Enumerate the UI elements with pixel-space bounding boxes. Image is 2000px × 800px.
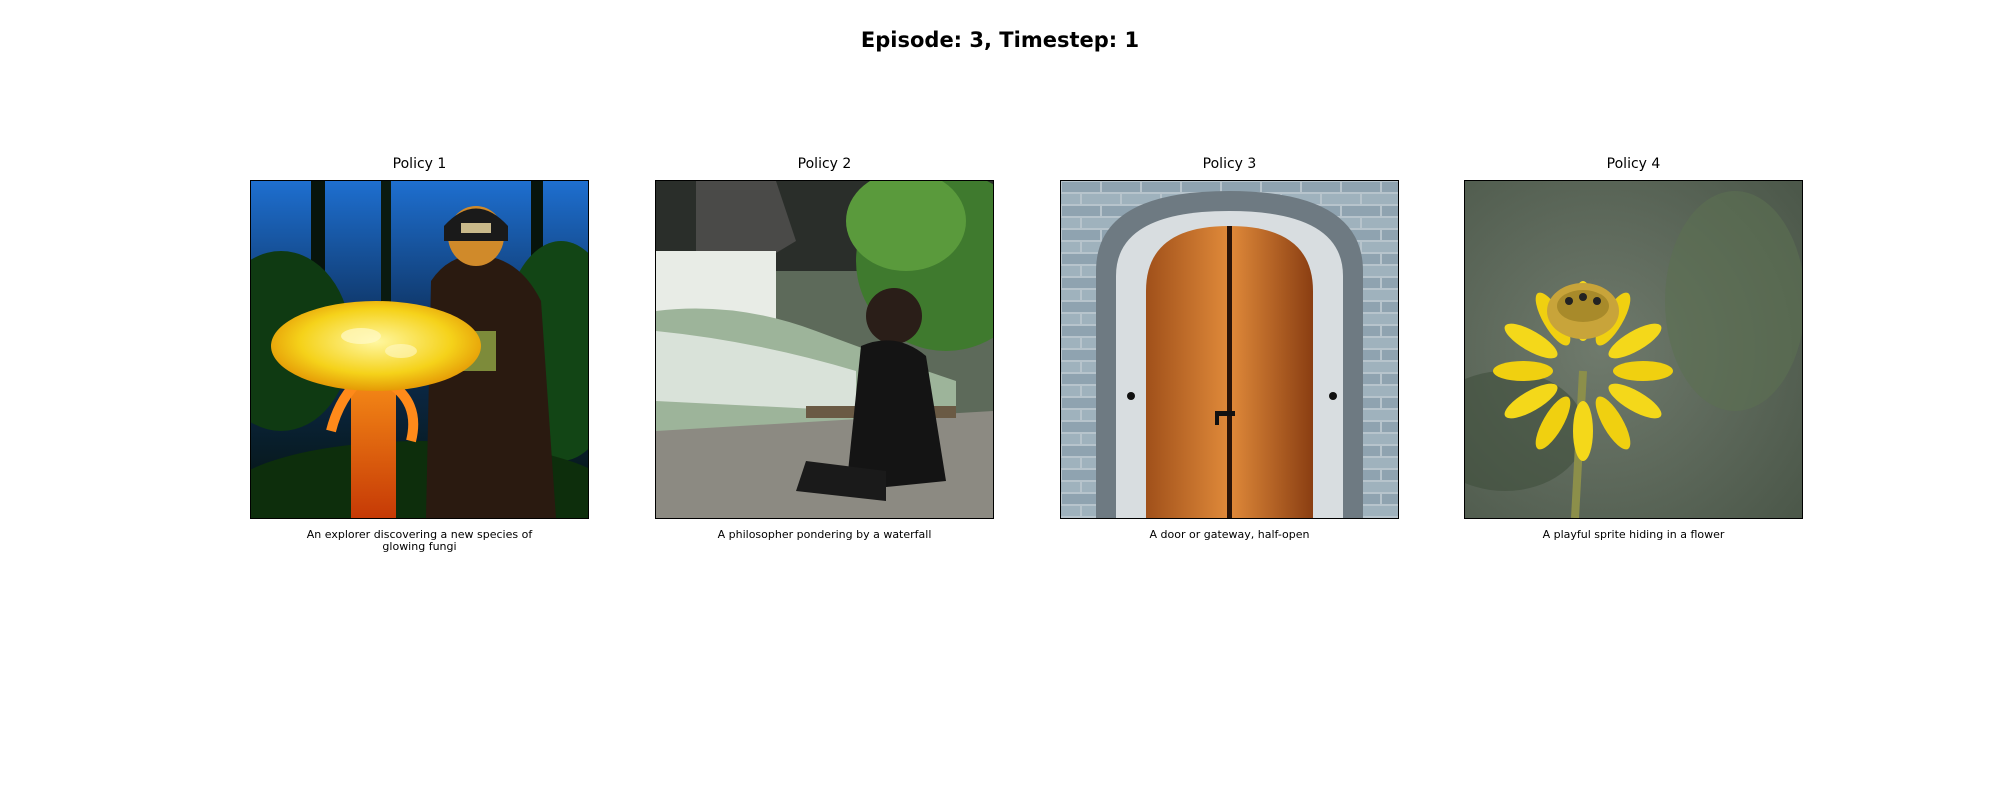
panel-caption: A philosopher pondering by a waterfall (717, 528, 932, 541)
generated-image (655, 180, 994, 519)
generated-image (1060, 180, 1399, 519)
generated-image (250, 180, 589, 519)
half-open-door-image (1061, 181, 1398, 518)
policy-panel-2: Policy 2 A philosopher pondering by a wa… (655, 155, 994, 541)
panel-title: Policy 2 (797, 156, 852, 172)
figure-suptitle: Episode: 3, Timestep: 1 (860, 28, 1140, 52)
glowing-fungi-explorer-image (251, 181, 588, 518)
policy-panel-4: Policy 4 (1464, 155, 1803, 541)
panel-title: Policy 3 (1202, 156, 1257, 172)
generated-image (1464, 180, 1803, 519)
philosopher-waterfall-image (656, 181, 993, 518)
policy-panel-3: Policy 3 (1060, 155, 1399, 541)
panel-caption: A door or gateway, half-open (1149, 528, 1310, 541)
sprite-flower-image (1465, 181, 1802, 518)
panel-caption: An explorer discovering a new species of… (306, 528, 533, 553)
panel-title: Policy 4 (1606, 156, 1661, 172)
panel-caption: A playful sprite hiding in a flower (1542, 528, 1725, 541)
panel-title: Policy 1 (392, 156, 447, 172)
policy-panel-1: Policy 1 (250, 155, 589, 553)
